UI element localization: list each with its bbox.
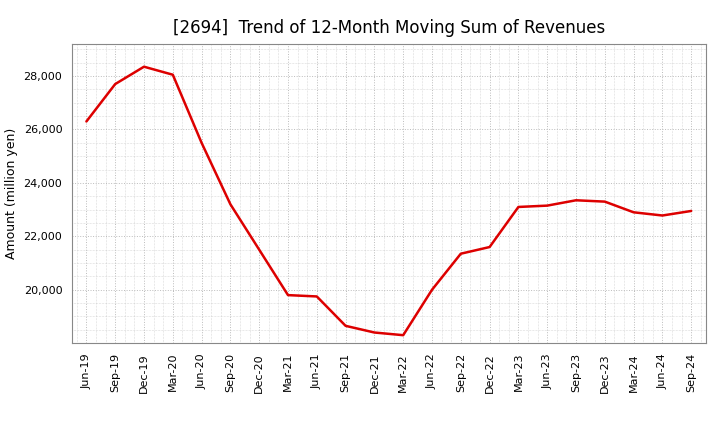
Title: [2694]  Trend of 12-Month Moving Sum of Revenues: [2694] Trend of 12-Month Moving Sum of R… <box>173 19 605 37</box>
Y-axis label: Amount (million yen): Amount (million yen) <box>5 128 18 259</box>
